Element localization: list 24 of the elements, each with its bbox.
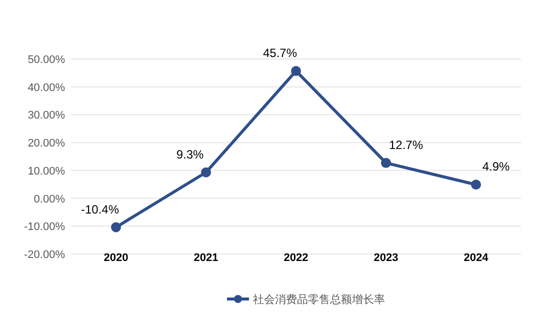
data-label: -10.4% [80, 202, 120, 216]
x-tick-label: 2020 [104, 252, 128, 264]
y-tick-label: 10.00% [28, 165, 66, 178]
y-tick-label: -20.00% [24, 249, 66, 261]
y-tick-label: 0.00% [34, 193, 66, 206]
point [471, 180, 481, 190]
y-tick-label: 20.00% [28, 138, 66, 150]
x-tick-label: 2021 [194, 252, 218, 264]
data-label: 12.7% [388, 138, 424, 152]
data-label: 4.9% [482, 160, 510, 174]
y-tick-label: 30.00% [28, 110, 66, 122]
data-label: 45.7% [262, 46, 298, 60]
x-tick-label: 2022 [284, 252, 308, 264]
y-tick-label: -10.00% [24, 221, 66, 234]
y-tick-label: 40.00% [28, 82, 66, 94]
x-tick-label: 2023 [374, 252, 398, 264]
data-label: 9.3% [176, 147, 204, 162]
y-tick-label: 50.00% [28, 54, 66, 66]
point [381, 158, 391, 168]
point [291, 66, 301, 76]
point [201, 167, 211, 178]
point [111, 222, 121, 232]
legend-label: 社会消费品零售总额增长率 [253, 293, 385, 306]
x-tick-label: 2024 [464, 252, 490, 264]
